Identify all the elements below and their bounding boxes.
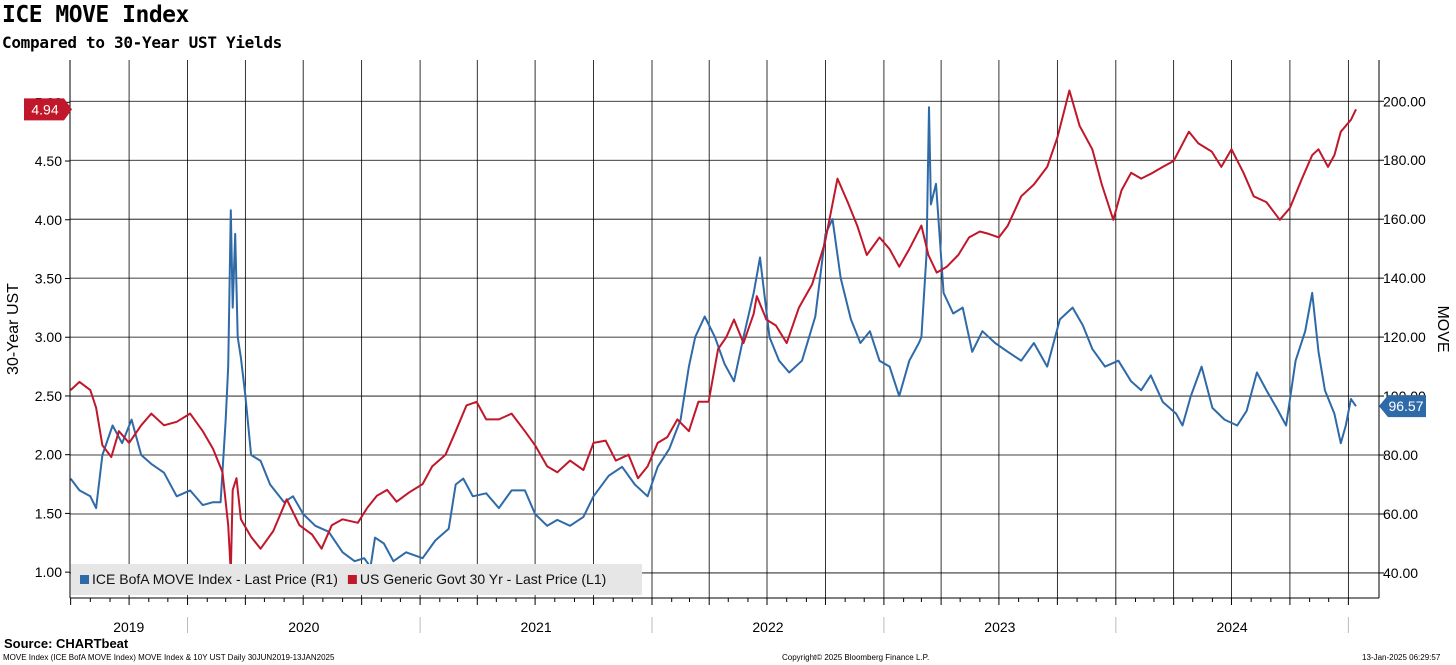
ust-last-value-label: 4.94 <box>31 101 58 117</box>
x-tick-label: 2022 <box>752 619 783 635</box>
left-tick-label: 1.50 <box>35 505 62 521</box>
x-tick-label: 2023 <box>984 619 1015 635</box>
left-tick-label: 1.00 <box>35 564 62 580</box>
footer-copyright: Copyright© 2025 Bloomberg Finance L.P. <box>782 653 930 662</box>
right-tick-label: 180.00 <box>1383 152 1426 168</box>
footer-description: MOVE Index (ICE BofA MOVE Index) MOVE In… <box>3 653 335 662</box>
move-index-line <box>69 106 1357 568</box>
x-tick-label: 2020 <box>288 619 319 635</box>
right-tick-label: 140.00 <box>1383 270 1426 286</box>
left-tick-label: 3.50 <box>35 270 62 286</box>
left-tick-label: 3.00 <box>35 329 62 345</box>
ust-30y-line <box>69 89 1357 574</box>
chart-area: 1.001.502.002.503.003.504.004.505.0040.0… <box>5 60 1451 635</box>
right-tick-label: 120.00 <box>1383 329 1426 345</box>
move-last-value-flag <box>1379 395 1426 418</box>
right-tick-label: 200.00 <box>1383 93 1426 109</box>
x-tick-label: 2021 <box>520 619 551 635</box>
plot-background <box>70 60 1379 598</box>
axes: 1.001.502.002.503.003.504.004.505.0040.0… <box>5 60 1451 635</box>
legend: ICE BofA MOVE Index - Last Price (R1) US … <box>71 564 642 595</box>
right-tick-label: 40.00 <box>1383 565 1418 581</box>
left-tick-label: 4.00 <box>35 212 62 228</box>
legend-swatch-ust <box>347 575 357 584</box>
left-axis-title: 30-Year UST <box>5 283 22 375</box>
left-tick-label: 4.50 <box>35 153 62 169</box>
legend-label-move: ICE BofA MOVE Index - Last Price (R1) <box>92 571 338 587</box>
right-tick-label: 160.00 <box>1383 211 1426 227</box>
left-tick-label: 2.50 <box>35 388 62 404</box>
chart-title: ICE MOVE Index <box>2 2 189 28</box>
right-tick-label: 80.00 <box>1383 447 1418 463</box>
legend-swatch-move <box>80 575 89 584</box>
chart-subtitle: Compared to 30-Year UST Yields <box>2 33 282 52</box>
move-last-value-label: 96.57 <box>1388 398 1423 414</box>
legend-label-ust: US Generic Govt 30 Yr - Last Price (L1) <box>360 571 606 587</box>
right-tick-label: 60.00 <box>1383 506 1418 522</box>
x-tick-label: 2019 <box>113 619 144 635</box>
series-layer <box>69 89 1357 574</box>
grid-lines <box>70 60 1379 598</box>
footer-timestamp: 13-Jan-2025 06:29:57 <box>1362 653 1441 662</box>
left-tick-label: 2.00 <box>35 447 62 463</box>
right-axis-title: MOVE <box>1434 305 1451 352</box>
ust-last-value-flag <box>24 98 72 121</box>
x-tick-label: 2024 <box>1217 619 1248 635</box>
source-note: Source: CHARTbeat <box>4 636 129 651</box>
